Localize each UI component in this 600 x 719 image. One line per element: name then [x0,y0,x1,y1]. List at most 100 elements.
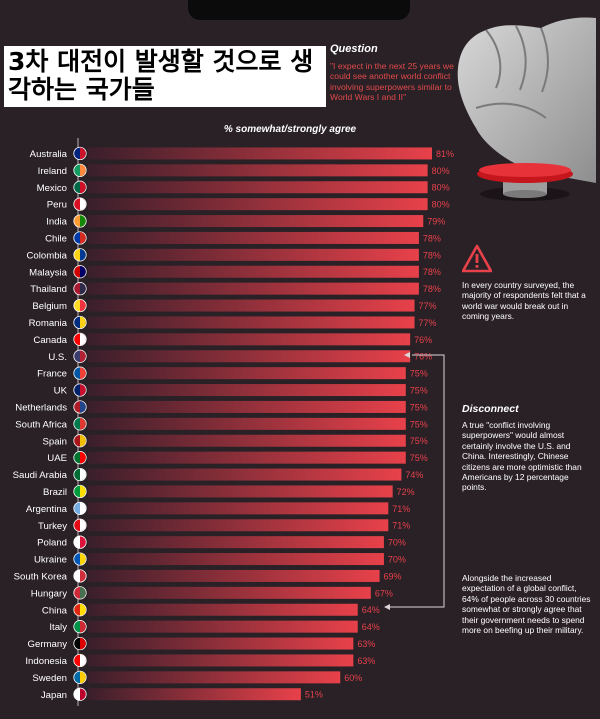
country-label: South Africa [15,419,67,430]
bar-value-label: 75% [410,385,428,395]
bar [88,215,424,228]
bar [88,671,341,684]
country-label: Indonesia [25,656,67,667]
flag-icon [73,417,87,431]
flag-icon [73,518,87,532]
bar-value-label: 69% [384,571,402,581]
bar-value-label: 77% [419,301,437,311]
flag-icon [73,400,87,414]
bar [88,350,411,363]
flag-icon [73,366,87,380]
bar [88,586,371,599]
bar [88,164,428,177]
country-label: UAE [47,453,67,464]
bar-value-label: 80% [432,183,450,193]
flag-icon [73,180,87,194]
bar [88,502,389,515]
bar [88,265,419,278]
bars-group: Australia 81% Ireland 80% Mexico 80% Peru 80% In… [13,146,454,701]
page-title: 3차 대전이 발생할 것으로 생각하는 국가들 [4,46,326,107]
flag-icon [73,197,87,211]
country-label: South Korea [14,571,68,582]
bar-value-label: 78% [423,284,441,294]
flag-icon [73,552,87,566]
bar [88,367,406,380]
question-label: Question [330,43,378,55]
fist-icon [457,17,596,184]
flag-icon [73,569,87,583]
bar-value-label: 76% [414,335,432,345]
flag-icon [73,484,87,499]
flag-icon [73,146,87,161]
bar [88,282,419,295]
country-label: Poland [37,538,67,549]
flag-icon [73,636,87,651]
flag-icon [73,265,87,279]
bar-value-label: 64% [362,622,380,632]
flag-icon [73,687,87,701]
bar [88,181,428,194]
question-text: "I expect in the next 25 years we could … [330,61,454,103]
country-label: Saudi Arabia [13,470,68,481]
country-label: Australia [30,149,68,160]
bar-value-label: 75% [410,453,428,463]
bar-value-label: 60% [344,673,362,683]
bar [88,519,389,532]
bar-value-label: 76% [414,352,432,362]
bar-value-label: 75% [410,419,428,429]
country-label: Peru [47,200,67,211]
note-military: Alongside the increased expectation of a… [462,573,591,636]
country-label: Ukraine [34,555,67,566]
bar [88,316,415,329]
bar [88,620,358,633]
bar [88,248,419,261]
country-label: Colombia [26,250,67,261]
flag-icon [73,332,87,346]
country-label: Sweden [32,673,67,684]
bar-value-label: 75% [410,402,428,412]
flag-icon [73,282,87,296]
flag-icon [73,231,87,245]
bar [88,688,301,701]
flag-icon [73,383,87,397]
bar-value-label: 78% [423,267,441,277]
country-label: Chile [45,233,67,244]
country-label: Spain [42,436,67,447]
flag-icon [73,163,87,177]
bar-value-label: 63% [357,656,375,666]
country-label: Netherlands [15,402,67,413]
china-arrow-head [384,604,390,610]
bar [88,417,406,430]
bar [88,231,419,244]
bar-value-label: 75% [410,436,428,446]
flag-icon [73,603,87,617]
bar-value-label: 70% [388,538,406,548]
flag-icon [73,315,87,330]
bar [88,637,354,650]
flag-icon [73,586,87,600]
bar-value-label: 75% [410,369,428,379]
bar-value-label: 72% [397,487,415,497]
country-label: Ireland [38,166,67,177]
country-label: UK [54,386,68,397]
country-label: Germany [28,639,68,650]
flag-icon [73,349,87,363]
bar [88,451,406,464]
warning-triangle-icon [462,244,492,273]
bar [88,299,415,312]
flag-icon [73,434,87,448]
flag-icon [73,501,87,515]
bar-value-label: 78% [423,250,441,260]
red-button-icon [477,163,573,201]
bar [88,333,411,346]
bar-value-label: 78% [423,233,441,243]
flag-icon [73,535,87,549]
bar-value-label: 71% [392,521,410,531]
country-label: Argentina [26,504,68,515]
bar-value-label: 74% [405,470,423,480]
bar-value-label: 80% [432,200,450,210]
bar-value-label: 63% [357,639,375,649]
flag-icon [73,670,87,684]
bar [88,603,358,616]
